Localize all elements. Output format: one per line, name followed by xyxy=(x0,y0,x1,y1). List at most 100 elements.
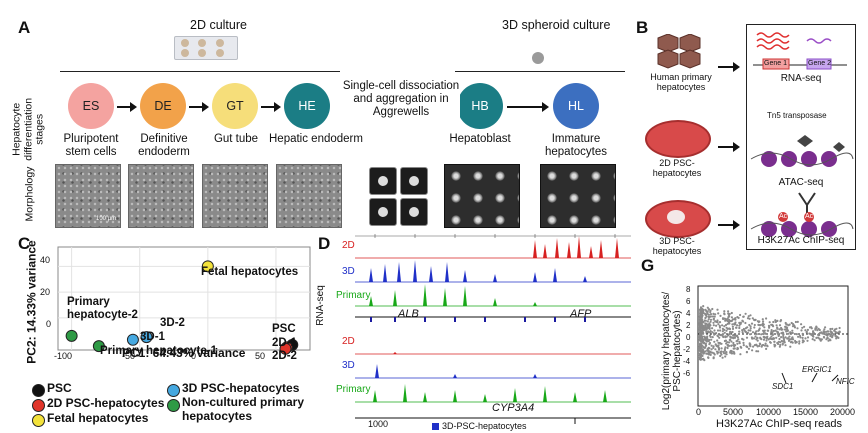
track-peak xyxy=(463,270,467,282)
g-point xyxy=(736,324,739,327)
source-3d-label: 3D PSC-hepatocytes xyxy=(652,236,702,257)
g-point xyxy=(827,330,830,333)
g-point xyxy=(699,314,702,317)
label-psc: PSC xyxy=(272,323,296,335)
g-ytick-0: 0 xyxy=(686,333,691,342)
g-point xyxy=(704,322,707,325)
g-ytick-6: 6 xyxy=(686,297,691,306)
g-point xyxy=(714,313,717,316)
stage-he-name: Hepatic endoderm xyxy=(269,133,363,145)
track-peak xyxy=(583,276,587,282)
stage-he: HE xyxy=(284,83,330,129)
g-point xyxy=(743,329,746,332)
g-point xyxy=(711,336,714,339)
g-point xyxy=(835,335,838,338)
g-point xyxy=(723,317,726,320)
g-point xyxy=(838,330,841,334)
g-point xyxy=(716,339,719,342)
legend-primary-swatch xyxy=(167,399,180,412)
g-point xyxy=(726,346,729,350)
g-point xyxy=(770,329,773,332)
g-point xyxy=(766,337,769,340)
g-point xyxy=(770,331,773,334)
g-point xyxy=(783,341,786,344)
g-point xyxy=(713,340,716,343)
g-point xyxy=(762,338,766,341)
g-point xyxy=(701,314,704,317)
g-point xyxy=(772,320,775,324)
divider-2d xyxy=(60,71,340,72)
g-point xyxy=(742,315,745,318)
g-point xyxy=(718,321,722,324)
g-point xyxy=(806,339,809,342)
arrow-atacseq xyxy=(718,142,740,152)
stage-hb: HB xyxy=(457,83,503,129)
g-point xyxy=(741,331,744,334)
g-point xyxy=(801,336,804,339)
g-point xyxy=(745,336,749,339)
g-point xyxy=(718,336,721,339)
spheroid-icon xyxy=(532,52,544,64)
g-point xyxy=(776,326,779,329)
g-point xyxy=(739,313,742,317)
g-point xyxy=(721,317,725,320)
divider-3d xyxy=(455,71,625,72)
g-point xyxy=(759,342,762,346)
g-point xyxy=(699,345,702,348)
pc1-tick-m100: -100 xyxy=(54,351,73,361)
stage-hb-name: Hepatoblast xyxy=(449,133,511,145)
g-point xyxy=(699,354,702,357)
g-point xyxy=(815,336,818,339)
pc2-tick-0: 0 xyxy=(46,319,52,329)
g-point xyxy=(779,341,782,344)
g-point xyxy=(736,342,739,345)
track-peak xyxy=(383,264,387,282)
g-point xyxy=(766,345,769,348)
g-point xyxy=(773,340,776,343)
g-point xyxy=(769,337,772,340)
g-point xyxy=(708,323,711,326)
g-point xyxy=(780,336,783,339)
g-point xyxy=(766,329,769,332)
g-point xyxy=(746,331,750,334)
g-point xyxy=(749,325,752,328)
panel-a-letter: A xyxy=(18,18,31,37)
g-point xyxy=(705,344,708,347)
g-point xyxy=(833,329,836,332)
pca-point-1 xyxy=(65,329,78,342)
track-peak xyxy=(445,262,449,282)
track-2d-b: 2D xyxy=(342,336,355,347)
g-point xyxy=(724,323,728,327)
g-point xyxy=(721,330,724,333)
g-point xyxy=(719,314,722,317)
g-point xyxy=(753,344,757,347)
ac-label-1: Ac xyxy=(779,213,788,220)
g-point xyxy=(824,326,827,329)
g-point xyxy=(704,338,707,341)
track-peak xyxy=(443,288,447,306)
g-point xyxy=(715,332,718,335)
g-point xyxy=(726,322,729,325)
g-point xyxy=(801,326,804,329)
g-point xyxy=(733,352,736,355)
track-peak xyxy=(543,244,547,258)
well-plate-icon xyxy=(174,36,238,60)
track-primary-a: Primary xyxy=(336,290,371,301)
g-point xyxy=(774,329,777,332)
g-point xyxy=(706,347,709,350)
g-ytick-8: 8 xyxy=(686,285,691,294)
g-point xyxy=(717,344,720,347)
g-point xyxy=(804,329,807,332)
g-point xyxy=(708,347,711,350)
g-point xyxy=(773,343,776,346)
g-point xyxy=(756,336,759,340)
label-2d1: 2D-1 xyxy=(272,337,297,349)
g-point xyxy=(742,341,745,344)
g-ytick-m2: -2 xyxy=(683,345,691,354)
g-point xyxy=(757,350,760,353)
g-point xyxy=(720,350,723,353)
g-point xyxy=(707,326,710,329)
g-point xyxy=(785,323,788,326)
g-point xyxy=(751,331,755,334)
g-point xyxy=(774,319,777,322)
